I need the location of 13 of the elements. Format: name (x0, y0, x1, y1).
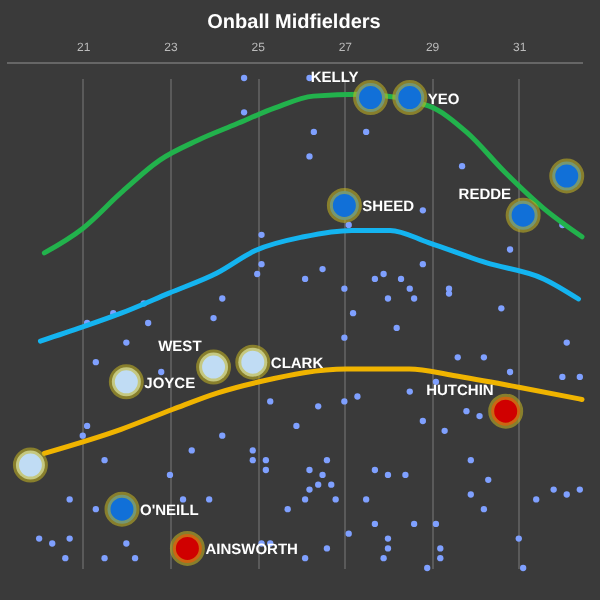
point (104, 491, 140, 527)
point (353, 80, 389, 116)
point (326, 187, 362, 223)
point (392, 80, 428, 116)
chart-title: Onball Midfielders (207, 12, 382, 34)
point (169, 530, 205, 566)
point (235, 344, 271, 380)
point (505, 197, 541, 233)
point (108, 364, 144, 400)
point (12, 447, 48, 483)
point (196, 349, 232, 385)
point (549, 158, 585, 194)
point (488, 393, 524, 429)
